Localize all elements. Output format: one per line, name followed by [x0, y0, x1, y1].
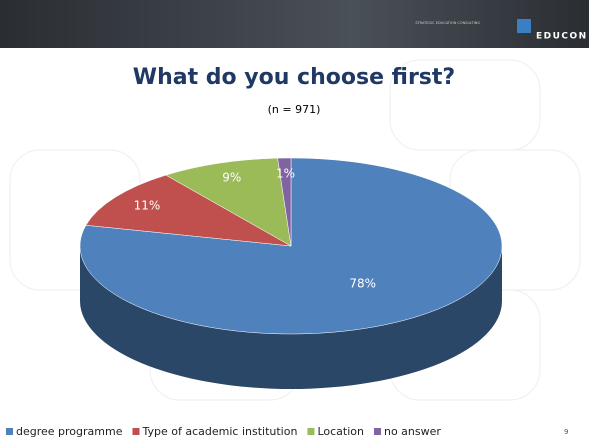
pie-slice-side	[80, 246, 502, 389]
data-label: 1%	[276, 166, 295, 180]
header-bar	[0, 0, 589, 48]
data-label: 11%	[134, 199, 161, 213]
pie-slice	[277, 157, 292, 247]
data-label: 9%	[222, 171, 241, 185]
legend-label: Location	[317, 425, 364, 438]
header-tagline: STRATEGIC EDUCATION CONSULTING	[415, 21, 480, 25]
legend-swatch	[132, 428, 140, 435]
legend-label: no answer	[384, 425, 441, 438]
data-label: 78%	[349, 277, 376, 291]
pie-slice	[79, 157, 503, 335]
legend-swatch	[307, 428, 315, 435]
chart-title: What do you choose first?	[133, 65, 455, 90]
legend-swatch	[6, 428, 13, 435]
legend-label: Type of academic institution	[141, 425, 297, 438]
pie-slice	[85, 174, 292, 247]
logo-icon	[517, 19, 531, 33]
pie-slice	[165, 157, 292, 247]
page-number: 9	[564, 428, 568, 436]
logo-text: EDUCON	[536, 32, 588, 42]
chart-subtitle: (n = 971)	[268, 103, 321, 116]
legend-swatch	[373, 428, 381, 435]
legend-label: degree programme	[16, 425, 123, 438]
